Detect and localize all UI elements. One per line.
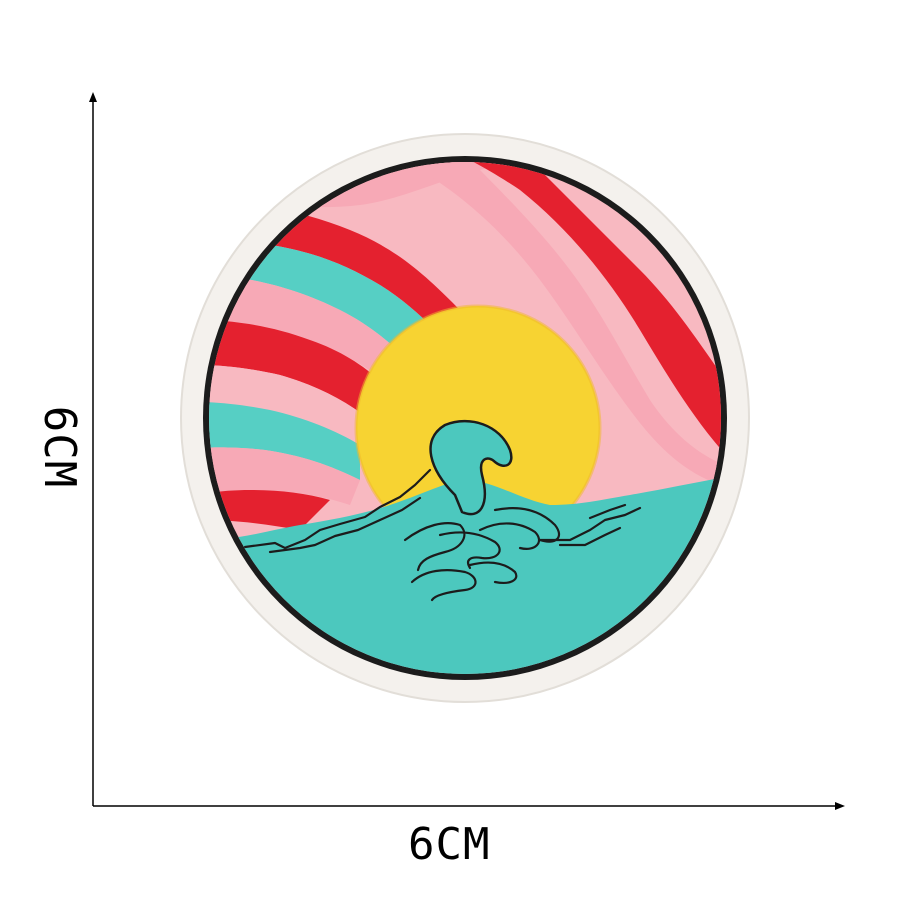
height-dimension-label: 6CM — [34, 405, 86, 489]
wave-lines — [243, 468, 642, 602]
wave-crest — [429, 420, 513, 516]
dimension-axes — [89, 92, 845, 810]
embroidered-patch — [180, 133, 750, 703]
width-dimension-label: 6CM — [408, 819, 491, 870]
